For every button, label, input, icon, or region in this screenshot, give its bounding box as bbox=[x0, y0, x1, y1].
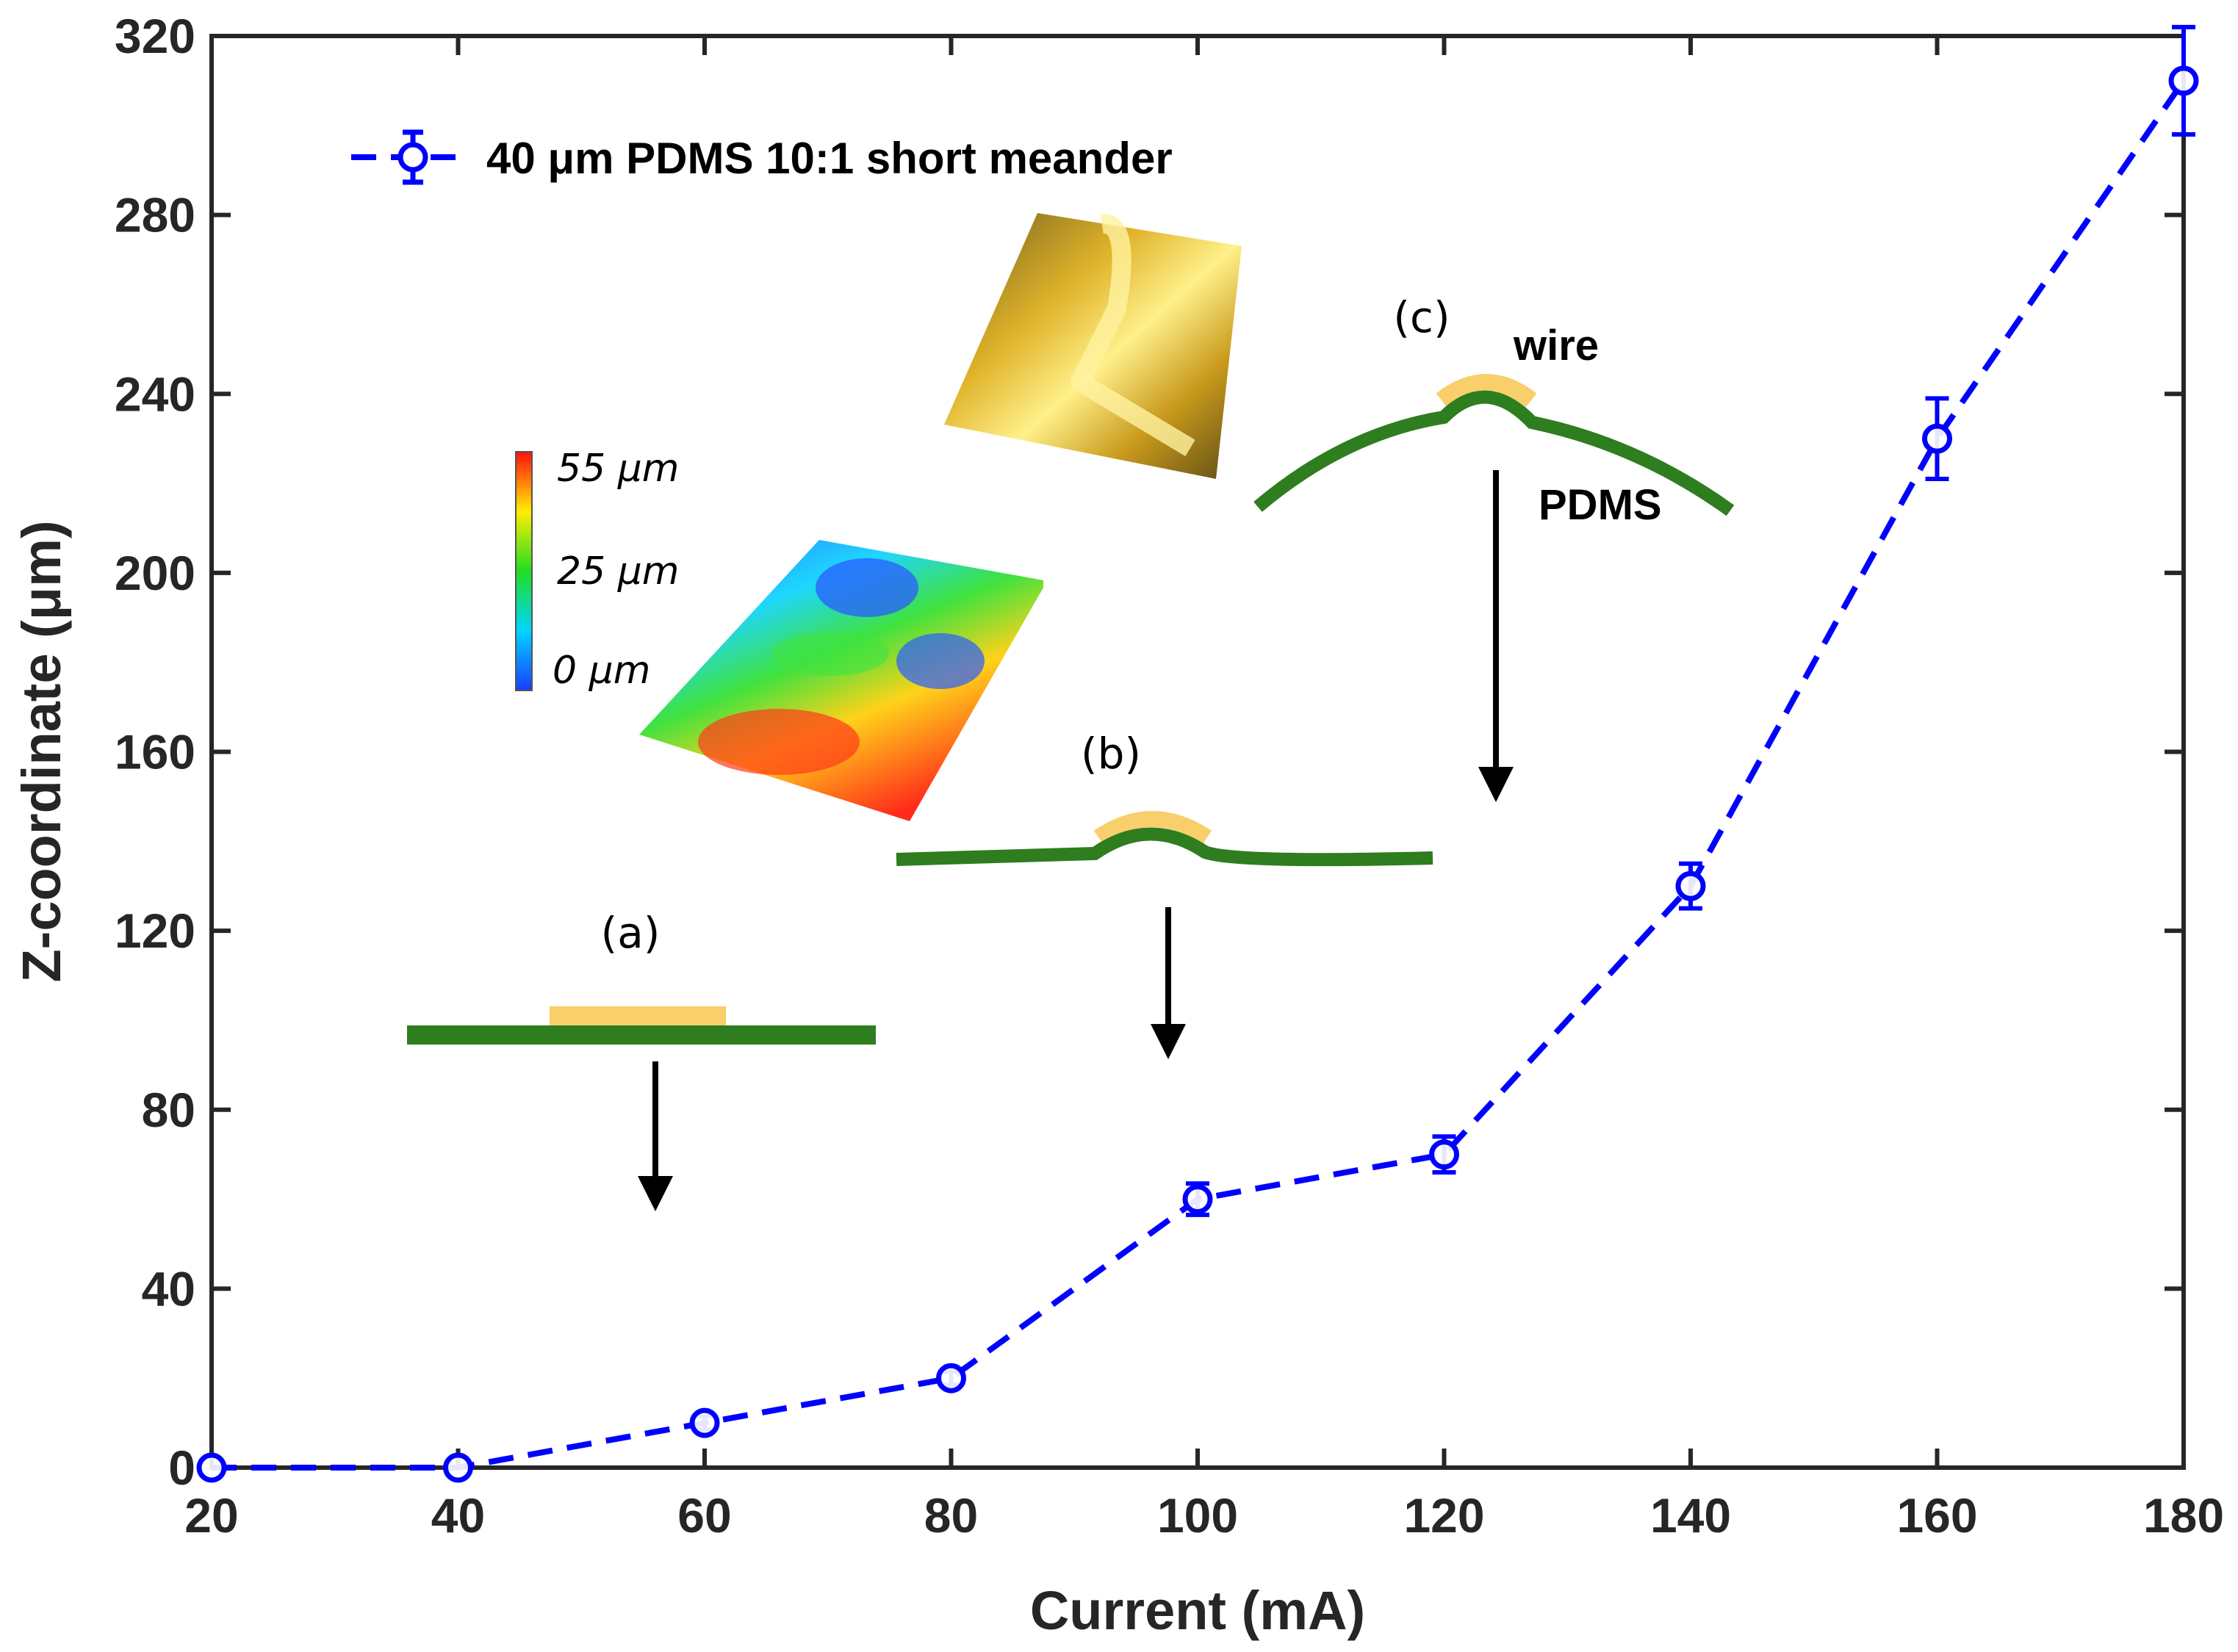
x-tick-label: 160 bbox=[1896, 1488, 1977, 1543]
legend-label: 40 μm PDMS 10:1 short meander bbox=[486, 134, 1173, 183]
x-tick-label: 140 bbox=[1650, 1488, 1731, 1543]
pdms-label: PDMS bbox=[1539, 481, 1662, 529]
y-tick-label: 280 bbox=[115, 188, 195, 242]
stage-c-wire bbox=[1436, 374, 1537, 408]
x-tick-label: 180 bbox=[2143, 1488, 2224, 1543]
data-point bbox=[443, 1452, 473, 1483]
data-point bbox=[1922, 423, 1952, 454]
data-point bbox=[1429, 1139, 1459, 1170]
stage-b-pdms bbox=[896, 827, 1433, 867]
data-point bbox=[1675, 870, 1706, 901]
y-tick-label: 320 bbox=[115, 9, 195, 63]
y-tick-label: 240 bbox=[115, 367, 195, 421]
y-tick-label: 40 bbox=[142, 1261, 195, 1316]
data-point bbox=[1182, 1184, 1213, 1215]
x-tick-label: 60 bbox=[677, 1488, 731, 1543]
x-tick-label: 40 bbox=[431, 1488, 485, 1543]
y-tick-label: 200 bbox=[115, 546, 195, 600]
colorbar: 55 μm 25 μm 0 μm bbox=[515, 447, 679, 693]
colorbar-gradient bbox=[515, 451, 533, 691]
gold-surface-image bbox=[944, 213, 1242, 479]
legend: 40 μm PDMS 10:1 short meander bbox=[351, 129, 1173, 185]
stage-a-illustration: (a) bbox=[407, 908, 876, 1211]
x-tick-label: 120 bbox=[1403, 1488, 1484, 1543]
data-point bbox=[936, 1363, 966, 1393]
stage-c-pdms bbox=[1253, 390, 1735, 516]
wire-label: wire bbox=[1513, 322, 1599, 369]
legend-marker-sample bbox=[397, 142, 428, 173]
y-axis-ticks: 0 40 80 120 160 200 240 280 320 bbox=[115, 9, 2184, 1495]
y-tick-label: 80 bbox=[142, 1083, 195, 1137]
stage-a-label: (a) bbox=[601, 908, 661, 958]
y-tick-label: 120 bbox=[115, 903, 195, 958]
y-tick-label: 0 bbox=[168, 1440, 195, 1495]
heatmap-blob-blue-1 bbox=[816, 558, 918, 617]
y-axis-title: Z-coordinate (μm) bbox=[11, 520, 72, 982]
surface-heatmap-image bbox=[639, 540, 1043, 821]
stage-b-label: (b) bbox=[1081, 729, 1141, 779]
stage-a-wire bbox=[550, 1006, 726, 1025]
stage-a-pdms bbox=[407, 1025, 876, 1045]
x-tick-label: 100 bbox=[1157, 1488, 1238, 1543]
stage-c-illustration: (c) wire PDMS bbox=[1253, 292, 1735, 802]
x-tick-label: 80 bbox=[924, 1488, 978, 1543]
stage-b-wire bbox=[1093, 811, 1212, 845]
data-point bbox=[2168, 65, 2199, 96]
x-tick-label: 20 bbox=[184, 1488, 238, 1543]
data-point bbox=[196, 1452, 227, 1483]
y-tick-label: 160 bbox=[115, 725, 195, 779]
data-point bbox=[689, 1407, 720, 1438]
x-axis-ticks: 20 40 60 80 100 120 140 160 180 bbox=[184, 36, 2224, 1543]
heatmap-blob-blue-2 bbox=[896, 633, 985, 689]
x-axis-title: Current (mA) bbox=[1030, 1580, 1365, 1641]
heatmap-blob-green bbox=[771, 632, 889, 676]
series-layer bbox=[196, 24, 2199, 1483]
stage-b-illustration: (b) bbox=[896, 729, 1433, 1059]
colorbar-mid-label: 25 μm bbox=[557, 549, 679, 594]
colorbar-max-label: 55 μm bbox=[557, 447, 679, 491]
stage-c-label: (c) bbox=[1393, 292, 1450, 342]
colorbar-min-label: 0 μm bbox=[553, 649, 650, 693]
gold-ridge bbox=[1071, 214, 1195, 457]
heatmap-blob-red bbox=[698, 709, 860, 775]
